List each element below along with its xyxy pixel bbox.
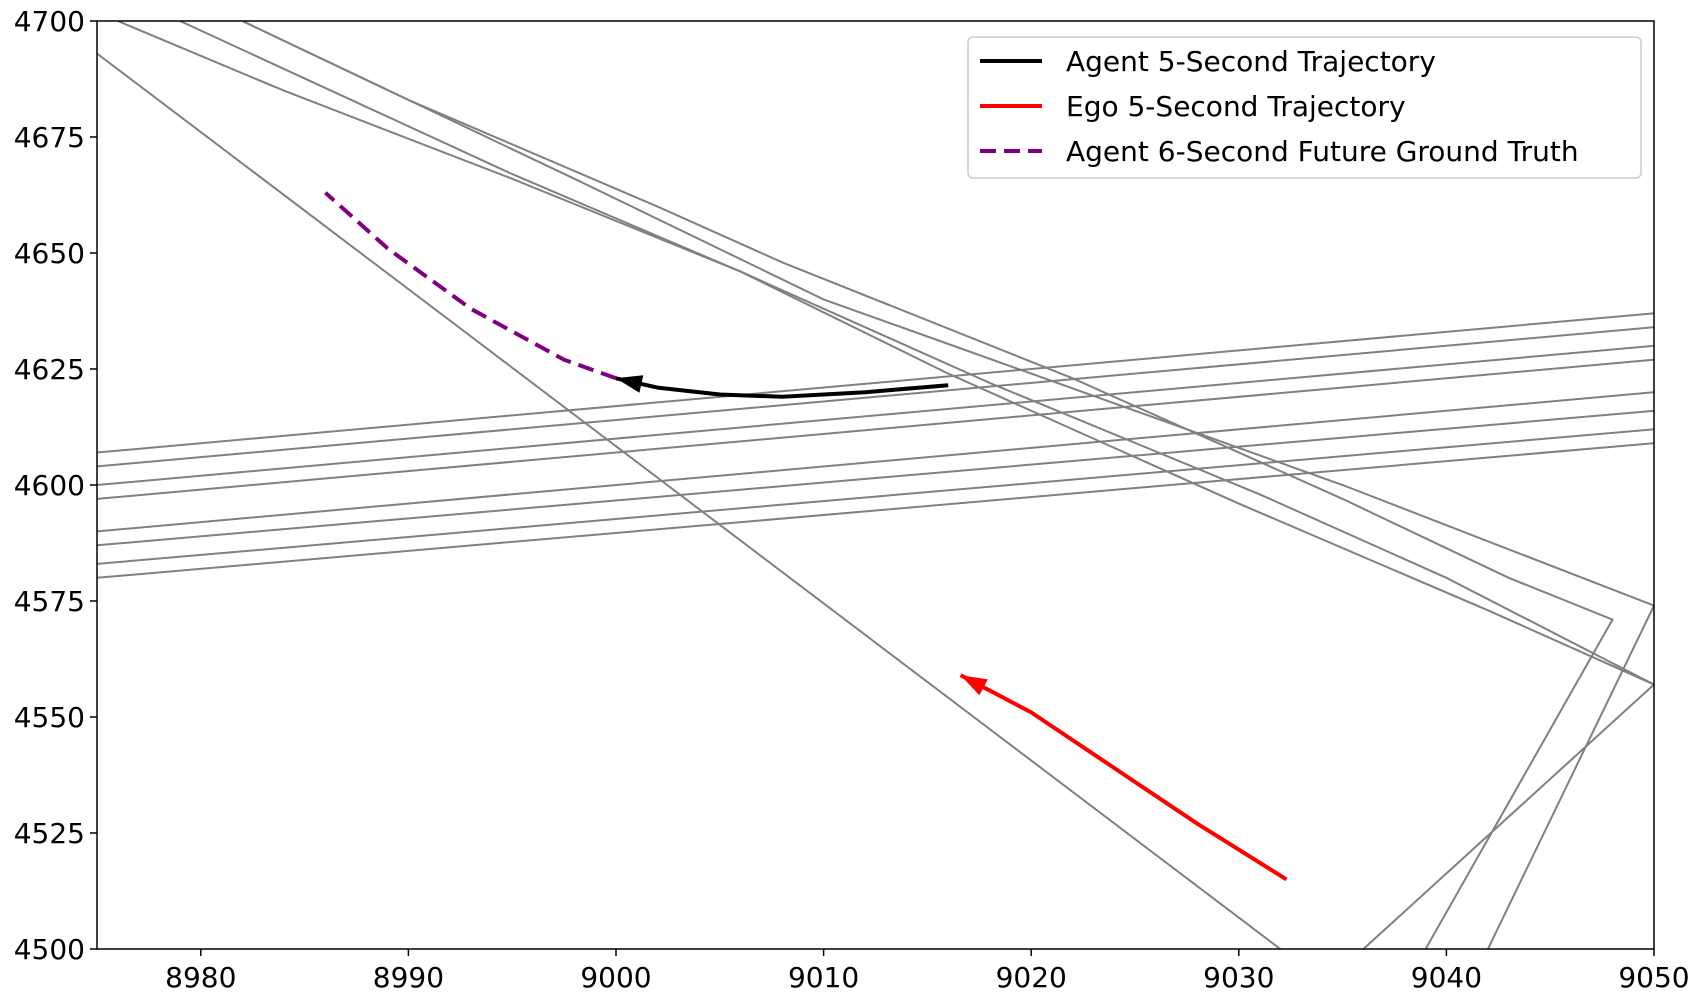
map-line-1	[117, 21, 1654, 949]
legend-label-1: Ego 5-Second Trajectory	[1066, 90, 1406, 123]
x-tick-label-1: 8990	[373, 961, 444, 994]
legend-box	[967, 36, 1642, 179]
series-layer	[324, 191, 1288, 882]
y-tick-label-6: 4650	[14, 237, 85, 270]
map-line-7	[97, 344, 1654, 486]
series-line-2	[324, 191, 617, 381]
series-line-1	[959, 673, 1288, 882]
x-tick-label-0: 8980	[165, 961, 236, 994]
x-tick-label-2: 9000	[580, 961, 651, 994]
series-line-0	[615, 376, 949, 399]
map-line-0	[97, 52, 1281, 949]
y-tick-label-4: 4600	[14, 469, 85, 502]
legend-label-2: Agent 6-Second Future Ground Truth	[1066, 135, 1579, 168]
y-tick-label-0: 4500	[14, 933, 85, 966]
x-tick-label-6: 9040	[1411, 961, 1482, 994]
map-line-11	[97, 428, 1654, 565]
map-lines	[97, 21, 1654, 949]
x-axis-ticks: 8980 8990 9000 9010 9020 9030 9040 9050	[165, 949, 1690, 994]
map-line-4	[241, 21, 1654, 949]
legend-label-0: Agent 5-Second Trajectory	[1066, 45, 1436, 78]
legend: Agent 5-Second Trajectory Ego 5-Second Tr…	[967, 36, 1642, 179]
x-tick-label-7: 9050	[1618, 961, 1689, 994]
map-line-2	[179, 21, 1654, 686]
x-tick-label-3: 9010	[788, 961, 859, 994]
y-tick-label-3: 4575	[14, 585, 85, 618]
x-tick-label-5: 9030	[1203, 961, 1274, 994]
map-line-5	[97, 312, 1654, 454]
map-line-9	[97, 391, 1654, 533]
y-tick-label-2: 4550	[14, 701, 85, 734]
map-line-12	[97, 442, 1654, 579]
y-tick-label-5: 4625	[14, 353, 85, 386]
x-tick-label-4: 9020	[996, 961, 1067, 994]
y-tick-label-7: 4675	[14, 121, 85, 154]
map-line-10	[97, 409, 1654, 547]
y-tick-label-8: 4700	[14, 5, 85, 38]
map-line-8	[97, 358, 1654, 500]
series-arrowhead-0	[616, 375, 644, 393]
series-arrowhead-1	[960, 675, 988, 696]
y-tick-label-1: 4525	[14, 817, 85, 850]
map-line-6	[97, 326, 1654, 468]
y-axis-ticks: 4500 4525 4550 4575 4600 4625 4650 4675 4700	[14, 5, 97, 966]
